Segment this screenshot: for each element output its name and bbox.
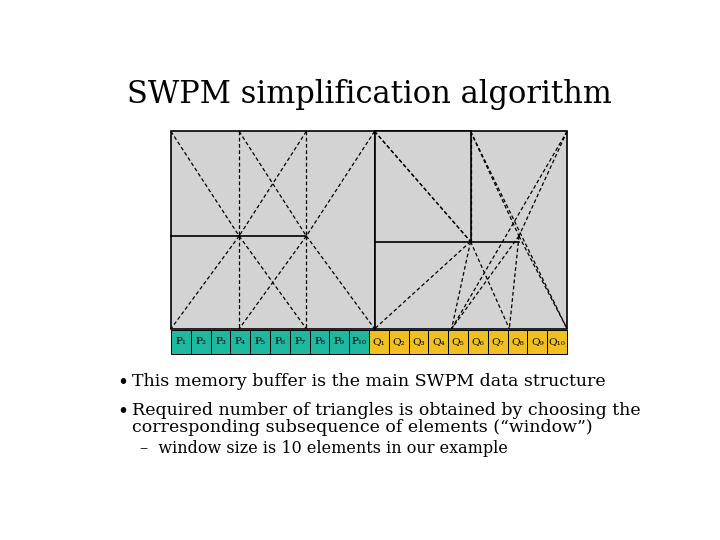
Text: Q₉: Q₉ xyxy=(531,337,544,346)
Text: P₂: P₂ xyxy=(195,337,206,346)
Bar xyxy=(468,329,488,354)
Text: P₁₀: P₁₀ xyxy=(351,337,366,346)
Text: corresponding subsequence of elements (“window”): corresponding subsequence of elements (“… xyxy=(132,419,593,436)
Bar xyxy=(374,131,567,329)
Text: Q₇: Q₇ xyxy=(491,337,504,346)
Text: Q₅: Q₅ xyxy=(451,337,464,346)
Bar xyxy=(449,329,468,354)
Text: Q₆: Q₆ xyxy=(472,337,485,346)
Bar xyxy=(289,329,310,354)
Text: P₁: P₁ xyxy=(175,337,186,346)
Bar xyxy=(374,131,471,241)
Bar xyxy=(508,329,528,354)
Bar xyxy=(409,329,428,354)
Text: P₄: P₄ xyxy=(235,337,246,346)
Bar xyxy=(528,329,547,354)
Bar xyxy=(210,329,230,354)
Text: •: • xyxy=(117,402,128,421)
Bar xyxy=(389,329,409,354)
Bar xyxy=(329,329,349,354)
Bar xyxy=(230,329,250,354)
Bar xyxy=(349,329,369,354)
Text: P₆: P₆ xyxy=(274,337,285,346)
Text: Q₈: Q₈ xyxy=(511,337,524,346)
Text: Q₁₀: Q₁₀ xyxy=(549,337,566,346)
Bar xyxy=(270,329,289,354)
Text: Q₄: Q₄ xyxy=(432,337,445,346)
Bar xyxy=(310,329,329,354)
Bar xyxy=(428,329,449,354)
Text: Required number of triangles is obtained by choosing the: Required number of triangles is obtained… xyxy=(132,402,641,418)
Text: •: • xyxy=(117,373,128,393)
Text: –  window size is 10 elements in our example: – window size is 10 elements in our exam… xyxy=(140,440,508,457)
Bar xyxy=(191,329,210,354)
Text: Q₃: Q₃ xyxy=(413,337,425,346)
Text: P₅: P₅ xyxy=(255,337,266,346)
Bar xyxy=(547,329,567,354)
Text: P₃: P₃ xyxy=(215,337,226,346)
Text: SWPM simplification algorithm: SWPM simplification algorithm xyxy=(127,79,611,110)
Bar xyxy=(488,329,508,354)
Text: P₈: P₈ xyxy=(314,337,325,346)
Bar xyxy=(369,329,389,354)
Text: This memory buffer is the main SWPM data structure: This memory buffer is the main SWPM data… xyxy=(132,373,606,390)
Bar xyxy=(171,329,191,354)
Bar xyxy=(250,329,270,354)
Text: Q₁: Q₁ xyxy=(372,337,385,346)
Text: Q₂: Q₂ xyxy=(392,337,405,346)
Text: P₉: P₉ xyxy=(334,337,345,346)
Bar xyxy=(171,131,374,329)
Text: P₇: P₇ xyxy=(294,337,305,346)
